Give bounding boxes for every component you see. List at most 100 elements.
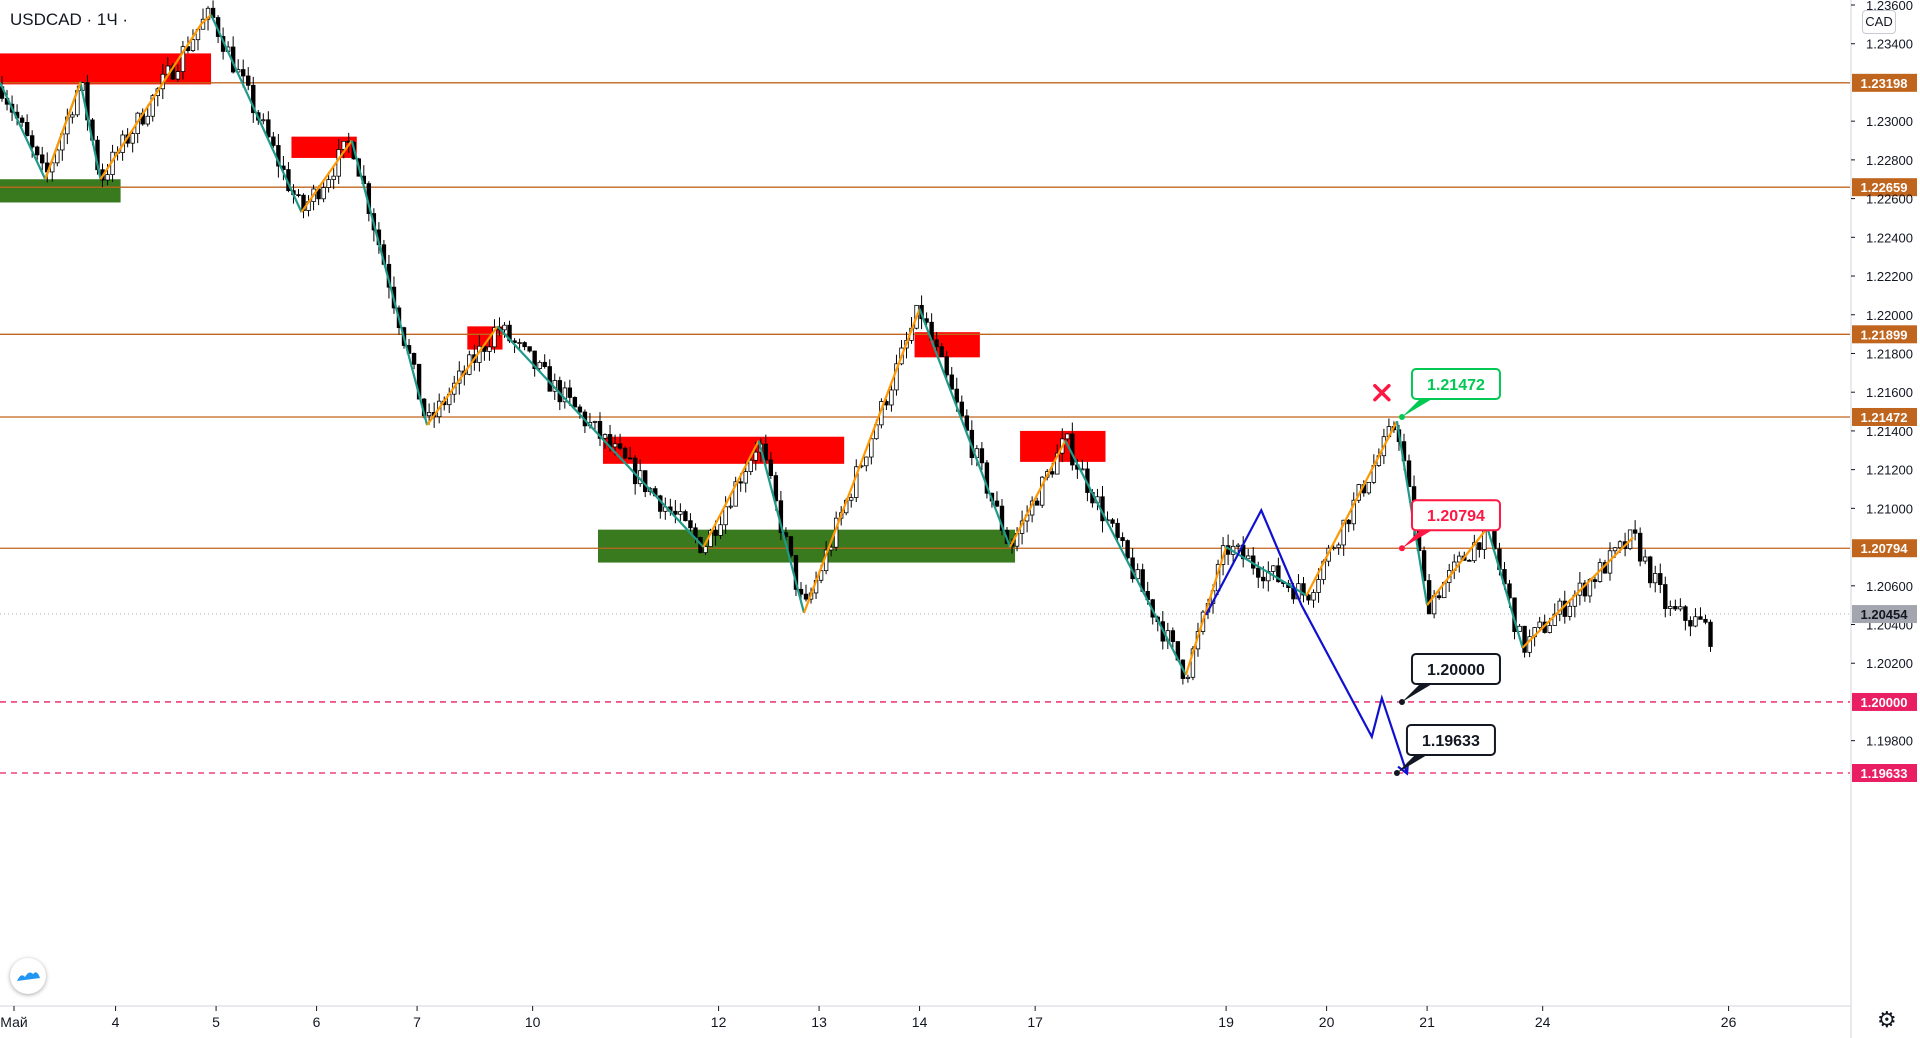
candle-body [326,179,331,188]
candle-body [1311,592,1316,601]
candle-body [723,506,728,526]
candle-body [1683,606,1688,621]
candle-body [632,457,638,485]
callout-anchor [1398,698,1405,705]
candle-body [934,339,939,348]
candle-body [1472,542,1477,562]
candle-body [1688,620,1693,627]
symbol-title[interactable]: USDCAD · 1Ч · [10,10,129,29]
candle-body [29,135,35,148]
callout-box [1410,652,1501,685]
currency-button[interactable]: CAD [1862,10,1896,34]
candle-body [547,366,552,392]
level-price-tag [1852,539,1917,558]
price-tick-label: 1.22600 [1866,192,1913,207]
demand-zone [0,179,121,203]
level-price-label: 1.21899 [1861,327,1908,342]
price-tick-label: 1.21000 [1866,501,1913,516]
candle-body [1637,532,1643,562]
swing-up-line [1184,546,1228,676]
price-tick-label: 1.23400 [1866,37,1913,52]
candle-body [175,71,181,80]
price-tick-label: 1.21400 [1866,424,1913,439]
callout-pointer [1401,530,1432,549]
gear-icon[interactable]: ⚙ [1877,1008,1897,1033]
candle-body [572,397,578,408]
candle-body [1653,573,1658,584]
candle-body [733,481,738,507]
candle-body [984,462,990,494]
swing-down-line [210,14,303,213]
candle-body [266,119,271,138]
candle-body [426,412,432,417]
candle-body [1050,471,1055,475]
candle-body [1678,606,1683,610]
swing-up-line [99,13,212,180]
candle-body [597,420,603,439]
callout-anchor [1398,413,1405,420]
swing-down-line [918,308,1012,548]
price-tick-label: 1.21800 [1866,346,1913,361]
time-tick-label: Май [0,1014,27,1030]
level-price-tag [1852,325,1917,344]
candle-body [939,346,944,358]
tradingview-logo-icon[interactable] [10,958,46,994]
candle-body [261,119,266,122]
callout-box [1405,724,1496,756]
callout-label: 1.20000 [1427,662,1485,679]
price-tick-label: 1.23600 [1866,0,1913,13]
candle-body [959,401,964,417]
price-tick-label: 1.22400 [1866,230,1913,245]
candle-body [1698,616,1703,620]
level-price-tag [1852,73,1917,92]
level-price-label: 1.21472 [1861,410,1908,425]
candle-body [949,374,954,390]
candle-body [1256,567,1261,578]
last-price-label: 1.20454 [1861,607,1909,622]
last-price-tag [1852,605,1917,624]
time-axis[interactable]: Май 4 5 6 7 10 12 13 14 17 19 20 21 24 26 [0,1006,1737,1030]
demand-zone [597,529,1016,563]
candle-body [70,114,75,118]
candle-body [180,46,186,72]
swing-up-line [426,325,499,426]
candle-body [271,136,276,146]
candle-body [994,500,1000,507]
candle-body [592,420,598,423]
candle-body [150,95,155,117]
candle-body [416,363,422,400]
swing-down-line [1486,527,1524,649]
swings-layer [0,13,1634,776]
candle-body [1658,573,1663,585]
candle-body [145,115,150,125]
candle-body [1125,540,1130,559]
candle-body [567,387,573,398]
supply-zone [914,332,980,358]
candle-body [768,459,774,477]
candle-body [1366,481,1372,494]
candle-body [889,389,894,406]
candle-body [688,520,693,529]
candle-body [1547,625,1552,633]
candle-body [1306,594,1311,601]
level-price-tag [1852,692,1917,711]
candle-body [678,511,683,515]
candle-body [1642,556,1648,562]
candle-body [1467,559,1472,562]
candle-body [788,536,794,556]
level-price-tag [1852,407,1917,426]
candle-body [1261,576,1266,582]
price-tick-label: 1.22000 [1866,308,1913,323]
callout-box [1410,499,1501,532]
callout-label: 1.19633 [1422,733,1480,750]
candle-body [763,443,769,461]
time-tick-label: 5 [212,1014,220,1030]
price-axis[interactable]: 1.23198 1.22659 1.21899 1.21472 1.20794 1.200… [1851,0,1917,782]
swing-up-line [1305,420,1398,596]
candle-body [1457,555,1462,563]
time-tick-label: 24 [1535,1014,1551,1030]
swing-up-line [300,139,353,213]
candle-body [1522,625,1527,653]
price-tick-label: 1.21600 [1866,385,1913,400]
